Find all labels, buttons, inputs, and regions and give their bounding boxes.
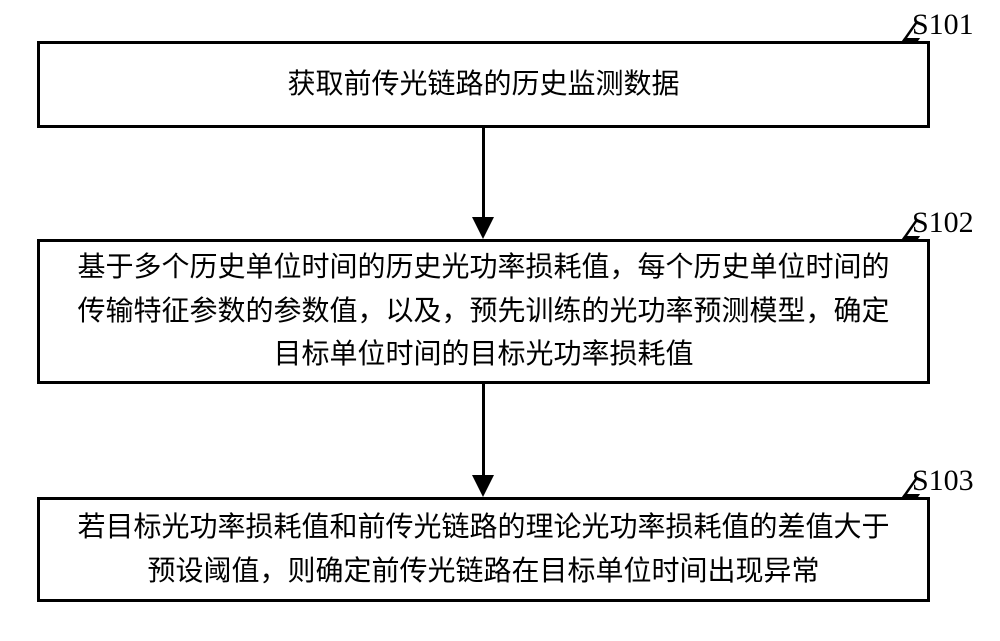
step-label-s101: S101 [912, 8, 974, 42]
arrow-s102-to-s103 [482, 384, 485, 477]
flow-step-text: 基于多个历史单位时间的历史光功率损耗值，每个历史单位时间的传输特征参数的参数值，… [68, 246, 899, 376]
step-label-s103: S103 [912, 464, 974, 498]
flow-step-text: 若目标光功率损耗值和前传光链路的理论光功率损耗值的差值大于预设阈值，则确定前传光… [68, 506, 899, 593]
flow-step-s101: 获取前传光链路的历史监测数据 [37, 41, 930, 128]
flow-step-s102: 基于多个历史单位时间的历史光功率损耗值，每个历史单位时间的传输特征参数的参数值，… [37, 239, 930, 384]
arrow-head-icon [472, 217, 494, 239]
arrow-s101-to-s102 [482, 128, 485, 219]
flow-step-s103: 若目标光功率损耗值和前传光链路的理论光功率损耗值的差值大于预设阈值，则确定前传光… [37, 497, 930, 602]
step-label-s102: S102 [912, 206, 974, 240]
arrow-head-icon [472, 475, 494, 497]
flowchart-canvas: 获取前传光链路的历史监测数据基于多个历史单位时间的历史光功率损耗值，每个历史单位… [0, 0, 1000, 641]
flow-step-text: 获取前传光链路的历史监测数据 [287, 63, 679, 106]
